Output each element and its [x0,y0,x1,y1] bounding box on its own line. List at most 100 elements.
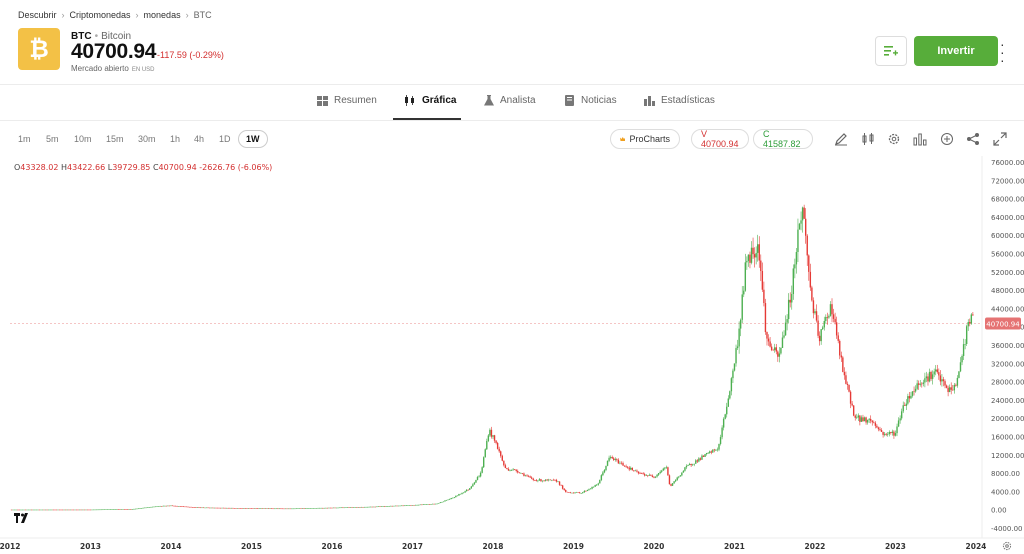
candle-body [385,506,387,507]
candle-body [256,508,259,509]
candle-body [365,506,367,508]
candle-body [599,479,601,484]
tab-estadisticas[interactable]: Estadísticas [644,95,715,106]
candle-body [961,356,963,363]
share-icon[interactable] [966,132,980,146]
tab-resumen[interactable]: Resumen [317,95,377,106]
candle-body [520,473,522,474]
timeframe-5m[interactable]: 5m [46,134,59,144]
candle-body [113,509,115,510]
settings-gear-icon[interactable] [887,132,901,146]
add-to-watchlist-button[interactable] [875,36,907,66]
candle-body [15,509,17,511]
sell-price-button[interactable]: V 40700.94 [691,129,749,149]
candle-body [289,508,291,510]
breadcrumb-item-descubrir[interactable]: Descubrir [18,10,57,20]
candle-body [758,244,760,261]
candle-body [883,433,886,435]
candle-body [849,391,852,404]
candle-body [190,506,192,508]
fullscreen-icon[interactable] [993,132,1007,146]
candle-body [764,303,767,333]
candle-body [311,508,313,509]
bitcoin-logo-glyph: ₿ [29,34,49,63]
chart-type-candles-icon[interactable] [861,132,875,146]
candle-body [334,507,336,509]
candle-body [493,435,496,441]
candle-body [366,506,369,508]
timeframe-1w[interactable]: 1W [238,130,268,148]
candle-body [594,485,596,487]
candle-body [360,506,363,508]
candle-body [205,507,208,509]
candle-body [715,449,717,451]
price-chart[interactable]: 76000.00 72000.00 68000.00 64000.00 60000.00… [0,156,1024,554]
y-tick-label: 28000.00 [991,379,1024,387]
candle-body [801,207,804,221]
candle-body [489,429,491,436]
candle-body [428,504,431,505]
candle-body [219,507,222,509]
candle-body [760,260,762,272]
candle-body [837,335,839,341]
candle-body [416,504,418,506]
tab-noticias[interactable]: Noticias [565,95,617,106]
candle-body [308,508,310,509]
candle-body [191,507,194,508]
candle-body [704,454,706,457]
candle-body [778,353,781,357]
candle-body [626,466,629,468]
candle-body [783,335,785,338]
ohlc-low-label: L [107,163,113,172]
candle-body [427,504,429,505]
candle-body [453,497,455,498]
candle-body [486,440,488,450]
candle-body [399,505,401,507]
candle-body [661,470,663,472]
candle-body [469,488,471,490]
tab-analista[interactable]: Analista [484,95,536,106]
timeframe-30m[interactable]: 30m [138,134,156,144]
timeframe-1m[interactable]: 1m [18,134,31,144]
candle-body [139,508,141,509]
timeframe-15m[interactable]: 15m [106,134,124,144]
candle-body [475,479,477,483]
tab-grafica[interactable]: Gráfica [404,95,456,106]
add-indicator-icon[interactable] [940,132,954,146]
candle-body [495,440,497,443]
draw-pencil-icon[interactable] [834,132,848,146]
candle-body [85,509,87,511]
candle-body [541,480,544,482]
breadcrumb-item-monedas[interactable]: monedas [143,10,181,20]
tradingview-logo[interactable] [14,513,32,527]
candle-body [277,508,279,510]
chart-settings-icon[interactable] [1002,541,1012,551]
timeframe-4h[interactable]: 4h [194,134,205,144]
candle-body [379,506,381,507]
candle-body [89,509,92,511]
candle-body [676,477,678,481]
candle-body [561,485,564,489]
candle-body [554,479,556,481]
more-options-icon[interactable]: · · · [1000,36,1005,68]
candle-body [362,506,364,508]
invest-button[interactable]: Invertir [914,36,998,66]
breadcrumb-item-criptomonedas[interactable]: Criptomonedas [69,10,131,20]
buy-price-button[interactable]: C 41587.82 [753,129,813,149]
candle-body [586,489,589,491]
market-status: Mercado abierto EN USD [71,64,154,73]
candle-body [523,473,525,476]
candle-body [691,464,694,466]
timeframe-10m[interactable]: 10m [74,134,92,144]
candle-body [936,369,938,373]
candle-body [301,508,304,509]
timeframe-1h[interactable]: 1h [170,134,181,144]
timeframe-1d[interactable]: 1D [219,134,231,144]
asset-name-line: BTC • Bitcoin [71,31,131,42]
candle-body [404,505,406,507]
indicators-icon[interactable] [913,132,927,146]
candle-body [761,271,764,290]
candle-body [114,509,116,510]
procharts-button[interactable]: ProCharts [610,129,680,149]
x-tick-label: 2014 [161,542,182,551]
